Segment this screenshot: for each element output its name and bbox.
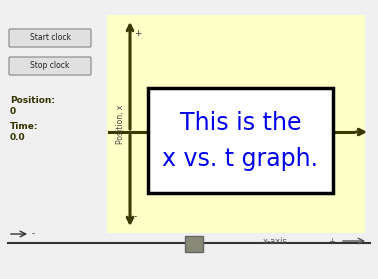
Text: x-axis: x-axis	[263, 237, 287, 246]
Text: -: -	[134, 213, 137, 222]
Text: +: +	[328, 237, 335, 246]
Text: +: +	[134, 28, 141, 37]
Text: This is the: This is the	[180, 111, 301, 135]
Text: -: -	[32, 230, 35, 239]
FancyBboxPatch shape	[185, 236, 203, 252]
Text: Position:: Position:	[10, 96, 55, 105]
FancyBboxPatch shape	[9, 57, 91, 75]
Text: 0.0: 0.0	[10, 133, 26, 142]
Text: Position, x: Position, x	[116, 104, 124, 144]
Text: x vs. t graph.: x vs. t graph.	[163, 147, 319, 171]
Text: Stop clock: Stop clock	[30, 61, 70, 71]
Text: Start clock: Start clock	[29, 33, 71, 42]
Bar	[107, 15, 365, 233]
FancyBboxPatch shape	[9, 29, 91, 47]
FancyBboxPatch shape	[148, 88, 333, 193]
Text: Time:: Time:	[10, 122, 39, 131]
Text: 0: 0	[10, 107, 16, 116]
